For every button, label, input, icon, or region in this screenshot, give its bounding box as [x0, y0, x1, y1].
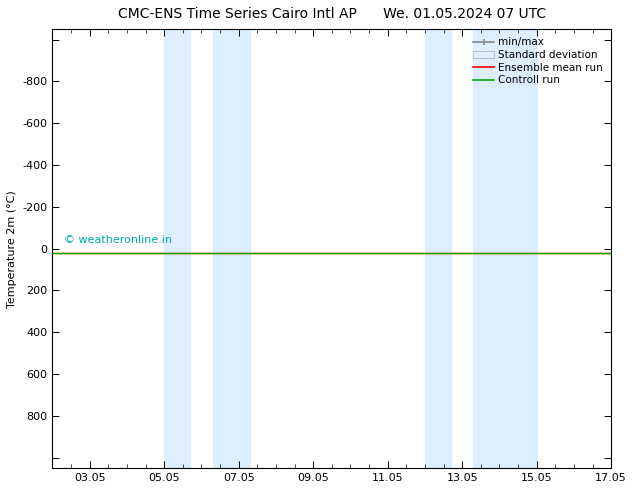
Legend: min/max, Standard deviation, Ensemble mean run, Controll run: min/max, Standard deviation, Ensemble me…	[470, 34, 606, 88]
Bar	[425, 29, 451, 468]
Bar	[164, 29, 190, 468]
Bar	[474, 29, 537, 468]
Title: CMC-ENS Time Series Cairo Intl AP      We. 01.05.2024 07 UTC: CMC-ENS Time Series Cairo Intl AP We. 01…	[118, 7, 546, 21]
Text: © weatheronline.in: © weatheronline.in	[63, 235, 172, 245]
Y-axis label: Temperature 2m (°C): Temperature 2m (°C)	[7, 190, 17, 308]
Bar	[212, 29, 250, 468]
